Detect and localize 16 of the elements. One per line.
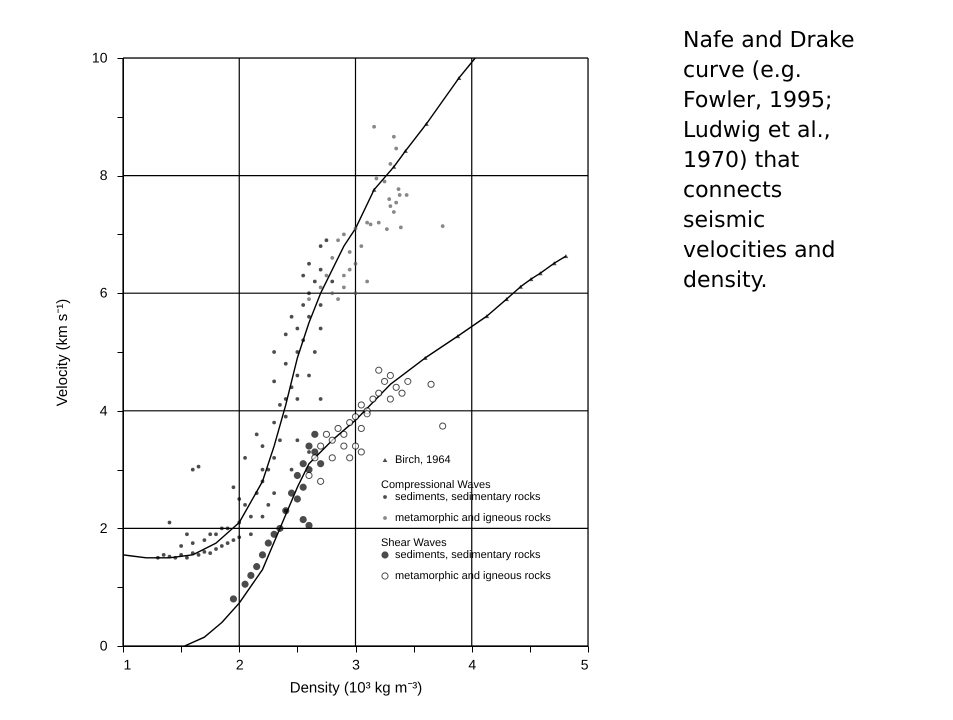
text: Nafe and Drake curve (e.g. Fowler, 1995; Ludwig et al., 1970) that connects seismic velocities and density.	[683, 28, 855, 293]
x-tick-label: 1	[124, 656, 132, 672]
y-tick-label: 0	[100, 638, 108, 654]
y-tick-label: 2	[100, 520, 108, 536]
x-axis-title: Density (10³ kg m⁻³)	[290, 680, 422, 696]
y-tick-label: 8	[100, 167, 108, 184]
y-tick-label: 6	[100, 284, 108, 301]
y-tick-label: 4	[100, 402, 108, 418]
annotation: Shear Waves	[381, 537, 448, 549]
y-axis-title: Velocity (km s⁻¹)	[54, 298, 71, 406]
x-tick-label: 4	[468, 656, 476, 672]
x-tick-label: 5	[580, 656, 589, 672]
x-tick-label: 3	[352, 656, 360, 672]
legend-label: Birch, 1964	[395, 454, 451, 466]
y-tick-label: 10	[92, 50, 108, 66]
x-tick-label: 2	[236, 656, 244, 672]
